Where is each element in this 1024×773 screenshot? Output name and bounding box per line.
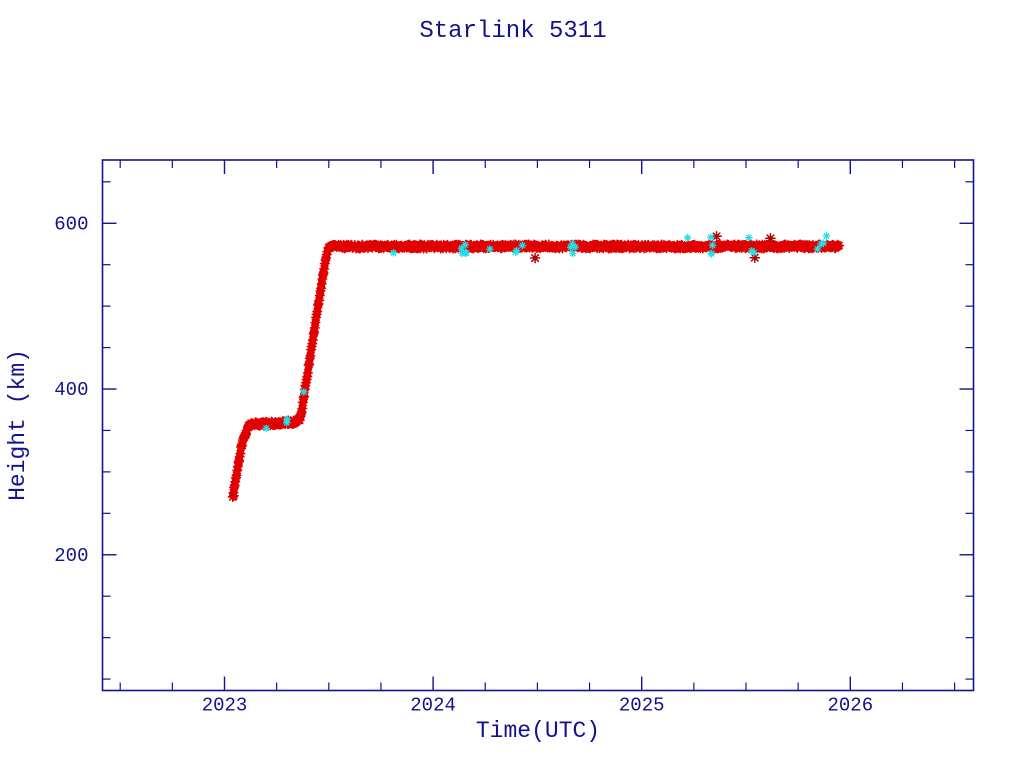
svg-text:2023: 2023 — [202, 695, 248, 717]
svg-text:Starlink 5311: Starlink 5311 — [419, 18, 606, 45]
svg-text:200: 200 — [54, 545, 88, 567]
svg-text:Height (km): Height (km) — [5, 349, 31, 501]
svg-text:Time(UTC): Time(UTC) — [476, 718, 600, 744]
svg-text:2024: 2024 — [410, 695, 456, 717]
svg-text:2026: 2026 — [827, 695, 873, 717]
svg-text:2025: 2025 — [619, 695, 665, 717]
svg-text:400: 400 — [54, 379, 88, 401]
svg-text:600: 600 — [54, 213, 88, 235]
